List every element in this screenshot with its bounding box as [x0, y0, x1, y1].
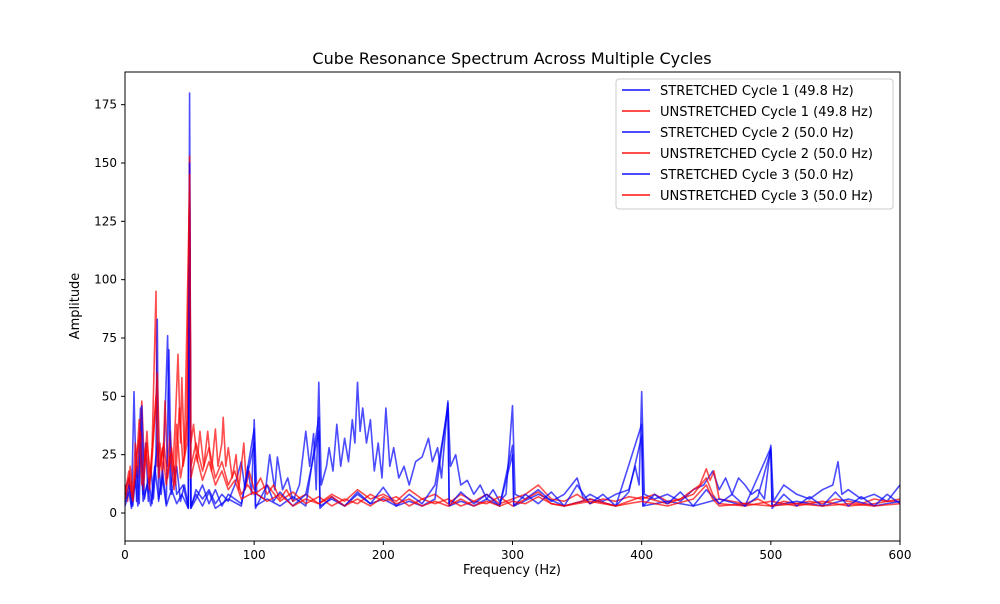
legend-entry: STRETCHED Cycle 1 (49.8 Hz): [660, 84, 854, 99]
legend: STRETCHED Cycle 1 (49.8 Hz) UNSTRETCHED C…: [615, 78, 894, 210]
series-line-1: [124, 92, 901, 510]
y-tick-label: 150: [94, 156, 117, 170]
y-tick-label: 25: [102, 448, 117, 462]
chart-title: Cube Resonance Spectrum Across Multiple …: [312, 49, 711, 68]
y-tick-label: 125: [94, 214, 117, 228]
x-tick-label: 100: [243, 548, 266, 562]
legend-entry: UNSTRETCHED Cycle 2 (50.0 Hz): [660, 147, 873, 162]
y-tick-label: 175: [94, 98, 117, 112]
x-tick-label: 300: [501, 548, 524, 562]
x-tick-label: 600: [889, 548, 912, 562]
y-tick-label: 100: [94, 273, 117, 287]
x-axis: 0 100 200 300 400 500 600: [121, 541, 911, 562]
y-tick-label: 75: [102, 331, 117, 345]
y-axis-label: Amplitude: [68, 273, 83, 340]
legend-box: [615, 78, 894, 210]
y-tick-label: 50: [102, 389, 117, 403]
plot-area: [124, 92, 901, 510]
legend-entry: UNSTRETCHED Cycle 1 (49.8 Hz): [660, 105, 873, 120]
series-line-6: [124, 185, 901, 507]
x-tick-label: 0: [121, 548, 129, 562]
legend-entry: UNSTRETCHED Cycle 3 (50.0 Hz): [660, 189, 873, 204]
legend-entry: STRETCHED Cycle 3 (50.0 Hz): [660, 168, 854, 183]
y-axis: 0 25 50 75 100 125 150 175: [94, 98, 125, 520]
legend-entry: STRETCHED Cycle 2 (50.0 Hz): [660, 126, 854, 141]
x-tick-label: 200: [372, 548, 395, 562]
y-tick-label: 0: [109, 506, 117, 520]
series-line-5: [124, 185, 901, 510]
series-line-4: [124, 173, 901, 507]
x-tick-label: 500: [759, 548, 782, 562]
x-axis-label: Frequency (Hz): [463, 563, 561, 578]
x-tick-label: 400: [630, 548, 653, 562]
